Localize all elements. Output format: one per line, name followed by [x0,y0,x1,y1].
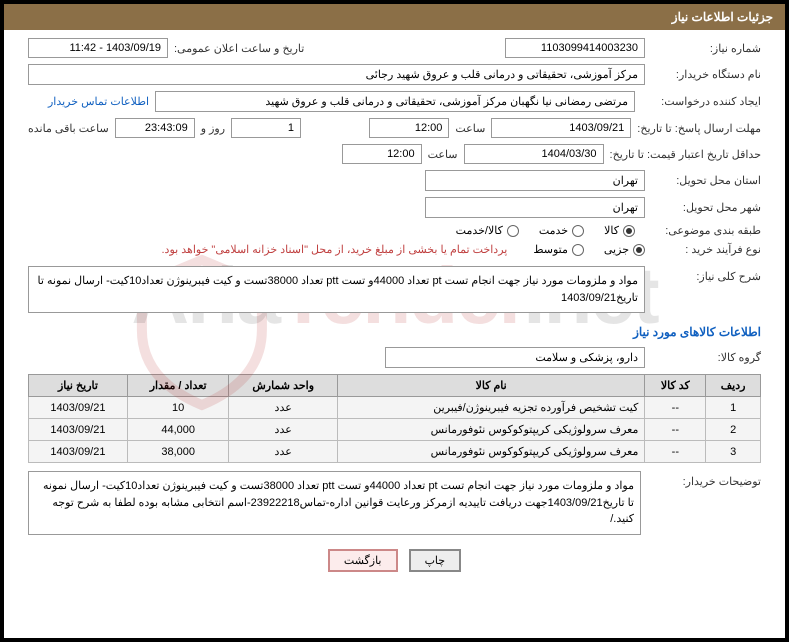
th-row: ردیف [706,375,761,397]
val-need-number: 1103099414003230 [505,38,645,58]
print-button[interactable]: چاپ [409,549,462,572]
val-delivery-province: تهران [425,170,645,191]
lbl-price-validity: حداقل تاریخ اعتبار قیمت: تا تاریخ: [610,148,761,161]
radio-goods[interactable]: کالا [604,224,635,237]
radio-medium[interactable]: متوسط [533,243,584,256]
th-code: کد کالا [645,375,706,397]
val-buyer-notes: مواد و ملزومات مورد نیاز جهت انجام تست p… [28,471,641,535]
val-general-desc: مواد و ملزومات مورد نیاز جهت انجام تست p… [28,266,645,313]
lbl-subject-class: طبقه بندی موضوعی: [641,224,761,237]
lbl-response-deadline: مهلت ارسال پاسخ: تا تاریخ: [637,122,761,135]
val-goods-group: دارو، پزشکی و سلامت [385,347,645,368]
table-row: 1--کیت تشخیص فرآورده تجزیه فیبرینوژن/فیب… [29,397,761,419]
lbl-purchase-type: نوع فرآیند خرید : [651,243,761,256]
lbl-buyer-notes: توضیحات خریدار: [651,471,761,488]
lbl-delivery-province: استان محل تحویل: [651,174,761,187]
lbl-requester: ایجاد کننده درخواست: [641,95,761,108]
val-requester: مرتضی رمضانی نیا نگهبان مرکز آموزشی، تحق… [155,91,635,112]
lbl-hour2: ساعت [428,148,458,161]
panel-title: جزئیات اطلاعات نیاز [672,10,773,24]
th-name: نام کالا [337,375,644,397]
lbl-hour1: ساعت [455,122,485,135]
lbl-general-desc: شرح کلی نیاز: [651,266,761,283]
panel-header: جزئیات اطلاعات نیاز [4,4,785,30]
lbl-days-and: روز و [201,122,225,135]
lbl-buyer-org: نام دستگاه خریدار: [651,68,761,81]
radio-partial[interactable]: جزیی [604,243,645,256]
payment-note: پرداخت تمام یا بخشی از مبلغ خرید، از محل… [162,243,508,256]
val-validity-date: 1404/03/30 [464,144,604,164]
table-row: 3--معرف سرولوژیکی کریپتوکوکوس نئوفورمانس… [29,441,761,463]
val-delivery-city: تهران [425,197,645,218]
th-qty: تعداد / مقدار [127,375,229,397]
section-goods-info: اطلاعات کالاهای مورد نیاز [28,325,761,339]
val-announce-datetime: 1403/09/19 - 11:42 [28,38,168,58]
th-date: تاریخ نیاز [29,375,128,397]
goods-table: ردیف کد کالا نام کالا واحد شمارش تعداد /… [28,374,761,463]
lbl-delivery-city: شهر محل تحویل: [651,201,761,214]
link-buyer-contact[interactable]: اطلاعات تماس خریدار [48,95,149,108]
val-countdown: 23:43:09 [115,118,195,138]
val-response-hour: 12:00 [369,118,449,138]
radio-service[interactable]: خدمت [539,224,584,237]
back-button[interactable]: بازگشت [328,549,398,572]
radio-goods-service[interactable]: کالا/خدمت [456,224,519,237]
val-response-date: 1403/09/21 [491,118,631,138]
table-row: 2--معرف سرولوژیکی کریپتوکوکوس نئوفورمانس… [29,419,761,441]
val-validity-hour: 12:00 [342,144,422,164]
val-days-left: 1 [231,118,301,138]
lbl-need-number: شماره نیاز: [651,42,761,55]
lbl-remaining: ساعت باقی مانده [28,122,109,135]
lbl-announce-datetime: تاریخ و ساعت اعلان عمومی: [174,42,304,55]
val-buyer-org: مرکز آموزشی، تحقیقاتی و درمانی قلب و عرو… [28,64,645,85]
lbl-goods-group: گروه کالا: [651,351,761,364]
th-unit: واحد شمارش [229,375,337,397]
